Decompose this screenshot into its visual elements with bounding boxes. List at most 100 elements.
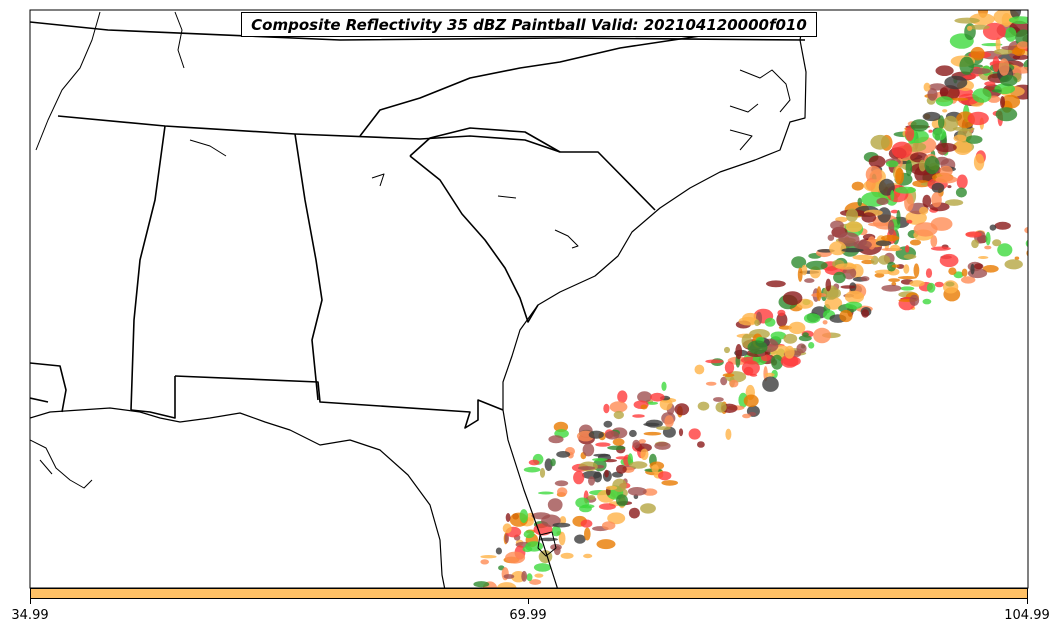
va-nc-boundary: [359, 27, 781, 137]
reflectivity-blob: [1037, 13, 1060, 16]
reflectivity-blob: [640, 448, 649, 460]
reflectivity-blob: [930, 235, 938, 248]
reflectivity-blob: [617, 390, 628, 404]
reflectivity-blob: [962, 75, 976, 80]
reflectivity-blob: [573, 470, 585, 485]
reflectivity-paintball-layer: [473, 0, 1060, 588]
reflectivity-blob: [628, 507, 640, 519]
reflectivity-blob: [776, 312, 788, 327]
reflectivity-blob: [643, 422, 660, 427]
reflectivity-blob: [861, 212, 877, 223]
reflectivity-blob: [945, 281, 955, 287]
reflectivity-blob: [931, 192, 942, 208]
reflectivity-blob: [1025, 239, 1028, 248]
reflectivity-blob: [552, 522, 571, 528]
reflectivity-blob: [878, 178, 895, 196]
reflectivity-blob: [650, 392, 665, 402]
reflectivity-blob: [1032, 18, 1036, 33]
reflectivity-blob: [661, 381, 667, 391]
reflectivity-blob: [851, 181, 864, 191]
reflectivity-blob: [496, 582, 517, 588]
reflectivity-blob: [923, 82, 931, 92]
reflectivity-blob: [588, 476, 595, 486]
colorbar-label-mid: 69.99: [509, 608, 547, 623]
reflectivity-blob: [553, 545, 561, 556]
reflectivity-blob: [1036, 35, 1045, 52]
reflectivity-blob: [764, 317, 776, 327]
reflectivity-blob: [935, 65, 954, 76]
reflectivity-blob: [953, 271, 964, 279]
reflectivity-blob: [738, 316, 759, 326]
reflectivity-blob: [887, 219, 895, 235]
reflectivity-blob: [557, 487, 568, 497]
reflectivity-blob: [1008, 16, 1028, 24]
reflectivity-blob: [994, 221, 1011, 230]
reflectivity-blob: [942, 115, 959, 132]
reflectivity-blob: [762, 376, 779, 392]
reflectivity-blob: [974, 263, 984, 270]
reflectivity-blob: [981, 0, 1000, 7]
reflectivity-blob: [881, 284, 902, 292]
reflectivity-blob: [1014, 256, 1020, 260]
reflectivity-blob: [612, 478, 627, 492]
reflectivity-blob: [480, 555, 497, 559]
reflectivity-blob: [593, 453, 611, 457]
reflectivity-blob: [605, 430, 620, 440]
reflectivity-blob: [845, 221, 863, 233]
lake-marion: [554, 229, 579, 249]
reflectivity-blob: [891, 141, 913, 159]
reflectivity-blob: [607, 445, 626, 450]
reflectivity-blob: [1004, 259, 1023, 270]
reflectivity-blob: [637, 391, 652, 403]
reflectivity-blob: [616, 494, 628, 507]
reflectivity-blob: [905, 245, 910, 253]
reflectivity-blob: [961, 276, 976, 284]
reflectivity-blob: [827, 234, 835, 241]
reflectivity-blob: [581, 471, 602, 479]
reflectivity-blob: [584, 527, 591, 541]
reflectivity-blob: [616, 464, 627, 474]
reflectivity-blob: [651, 464, 659, 474]
reflectivity-blob: [991, 89, 1002, 93]
reflectivity-blob: [896, 210, 901, 225]
reflectivity-blob: [803, 313, 821, 324]
reflectivity-blob: [967, 111, 989, 126]
reflectivity-blob: [822, 320, 828, 325]
la-ms-boundary: [30, 362, 67, 413]
reflectivity-blob: [533, 563, 552, 572]
reflectivity-blob: [575, 497, 590, 509]
reflectivity-blob: [495, 547, 502, 555]
reflectivity-blob: [529, 579, 542, 585]
reflectivity-blob: [627, 453, 633, 466]
reflectivity-blob: [992, 239, 1002, 247]
reflectivity-blob: [997, 243, 1013, 257]
reflectivity-blob: [876, 197, 889, 205]
reflectivity-blob: [743, 394, 759, 408]
reflectivity-blob: [919, 206, 929, 215]
inland-lakes: [189, 139, 517, 199]
reflectivity-blob: [548, 435, 564, 444]
northern-boundary: [30, 21, 806, 41]
reflectivity-blob: [939, 87, 949, 97]
reflectivity-blob: [788, 321, 806, 335]
reflectivity-blob: [830, 220, 844, 230]
reflectivity-blob: [971, 239, 979, 249]
reflectivity-blob: [538, 491, 554, 495]
reflectivity-blob: [860, 276, 870, 282]
reflectivity-blob: [930, 217, 953, 231]
reflectivity-blob: [928, 129, 933, 133]
reflectivity-blob: [528, 459, 540, 466]
reflectivity-blob: [881, 234, 900, 242]
reflectivity-blob: [796, 343, 807, 354]
reflectivity-blob: [1017, 41, 1028, 50]
reflectivity-blob: [1031, 60, 1039, 69]
reflectivity-blob: [654, 441, 671, 450]
colorbar-label-min: 34.99: [11, 608, 49, 623]
lake-okeechobee: [537, 531, 557, 557]
reflectivity-blob: [705, 381, 717, 386]
reflectivity-blob: [874, 269, 894, 275]
colorbar-tick-min: [30, 599, 31, 604]
reflectivity-blob: [770, 331, 787, 340]
ms-al-boundary: [130, 125, 166, 411]
